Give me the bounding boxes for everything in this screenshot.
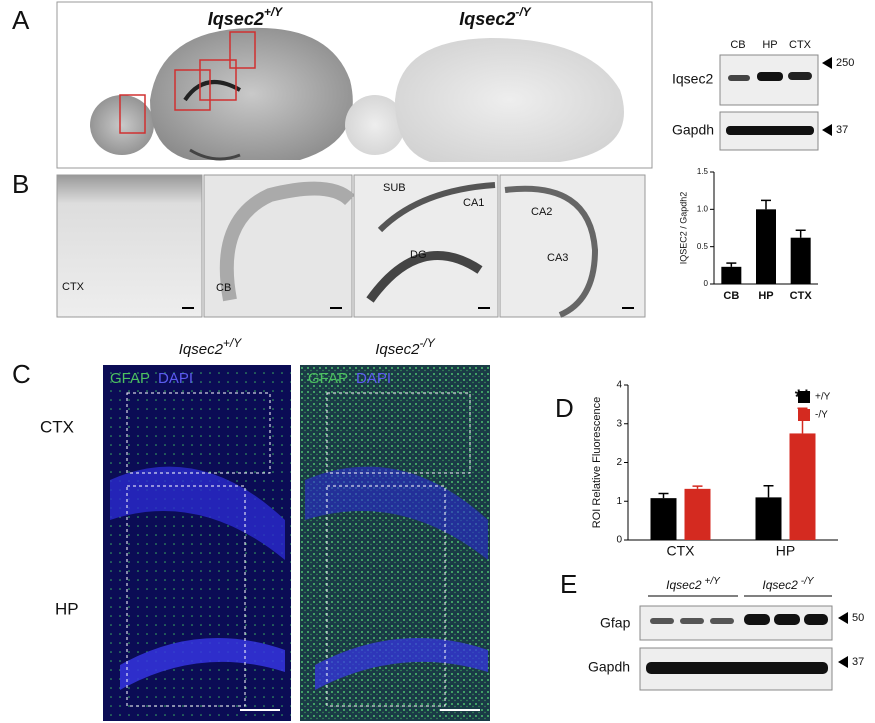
gene: Iqsec2 (666, 578, 702, 592)
region-label: CTX (62, 281, 85, 293)
error-bar (795, 229, 806, 238)
region-label: HP (55, 599, 79, 618)
error-bar (692, 485, 703, 489)
x-tick-label: CTX (667, 543, 696, 559)
y-tick-label: 0 (616, 535, 622, 546)
legend-swatch (798, 409, 810, 421)
blot-row-label: Gfap (600, 615, 631, 631)
y-tick-label: 2 (616, 457, 622, 468)
error-bar (658, 492, 669, 499)
size-marker: 50 (852, 612, 864, 624)
genotype-title: Iqsec2-/Y (375, 336, 436, 358)
genotype-title: Iqsec2+/Y (179, 336, 243, 358)
genotype: -/Y (515, 5, 531, 19)
genotype-title: Iqsec2-/Y (459, 5, 531, 29)
legend-label: -/Y (815, 410, 828, 421)
micrograph (56, 174, 646, 318)
panel-label: D (555, 393, 574, 423)
genotype-title: Iqsec2+/Y (208, 5, 283, 29)
region-label: SUB (383, 182, 406, 194)
stain-label: DAPI (158, 370, 193, 387)
bar (721, 266, 742, 284)
region-label: CB (216, 282, 231, 294)
lane-label: HP (762, 39, 777, 51)
y-tick-label: 0 (704, 279, 709, 288)
gene: Iqsec2 (762, 578, 798, 592)
blot-row-label: Gapdh (672, 122, 714, 138)
blot-row-label: Iqsec2 (672, 71, 713, 87)
x-tick-label: CB (723, 290, 739, 302)
x-tick-label: HP (758, 290, 773, 302)
genotype-title: Iqsec2-/Y (762, 576, 814, 593)
fluorescence-image (103, 365, 490, 721)
y-tick-label: 0.5 (697, 242, 709, 251)
bar (789, 433, 816, 540)
region-label: CTX (40, 417, 74, 436)
bar (756, 209, 776, 284)
x-tick-label: CTX (790, 290, 813, 302)
y-tick-label: 1.0 (697, 204, 709, 213)
western-blot (719, 54, 832, 151)
genotype: +/Y (223, 336, 242, 350)
section-image (56, 1, 653, 169)
bar (684, 488, 711, 540)
panel-label: A (12, 5, 30, 35)
panel-label: C (12, 359, 31, 389)
western-blot (639, 595, 848, 691)
bar (650, 498, 677, 540)
gene: Iqsec2 (179, 341, 224, 358)
region-label: CA1 (463, 197, 484, 209)
region-label: DG (410, 249, 427, 261)
region-label: CA2 (531, 206, 552, 218)
gene: Iqsec2 (459, 9, 515, 29)
error-bar (761, 199, 771, 210)
panel-label: B (12, 169, 29, 199)
stain-label: DAPI (356, 370, 391, 387)
legend-label: +/Y (815, 392, 831, 403)
size-marker: 37 (852, 656, 864, 668)
genotype: +/Y (264, 5, 283, 19)
lane-label: CTX (789, 39, 812, 51)
x-tick-label: HP (776, 543, 795, 559)
size-marker: 37 (836, 124, 848, 136)
stain-label: GFAP (110, 370, 150, 387)
gene: Iqsec2 (208, 9, 264, 29)
error-bar (763, 485, 774, 498)
size-marker: 250 (836, 57, 854, 69)
panel-label: E (560, 569, 577, 599)
genotype-title: Iqsec2+/Y (666, 576, 721, 593)
y-tick-label: 3 (616, 418, 622, 429)
legend-swatch (798, 391, 810, 403)
bar (755, 497, 782, 540)
gene: Iqsec2 (375, 341, 420, 358)
genotype: -/Y (419, 336, 435, 350)
region-label: CA3 (547, 252, 568, 264)
genotype: -/Y (801, 576, 815, 587)
error-bar (726, 262, 737, 267)
y-tick-label: 1 (616, 496, 622, 507)
lane-label: CB (730, 39, 745, 51)
blot-row-label: Gapdh (588, 659, 630, 675)
y-tick-label: 4 (616, 380, 622, 391)
y-axis-label: IQSEC2 / Gapdh2 (678, 192, 688, 265)
bar (790, 237, 811, 284)
y-tick-label: 1.5 (697, 167, 709, 176)
y-axis-label: ROI Relative Fluorescence (591, 397, 603, 528)
stain-label: GFAP (308, 370, 348, 387)
genotype: +/Y (705, 576, 722, 587)
